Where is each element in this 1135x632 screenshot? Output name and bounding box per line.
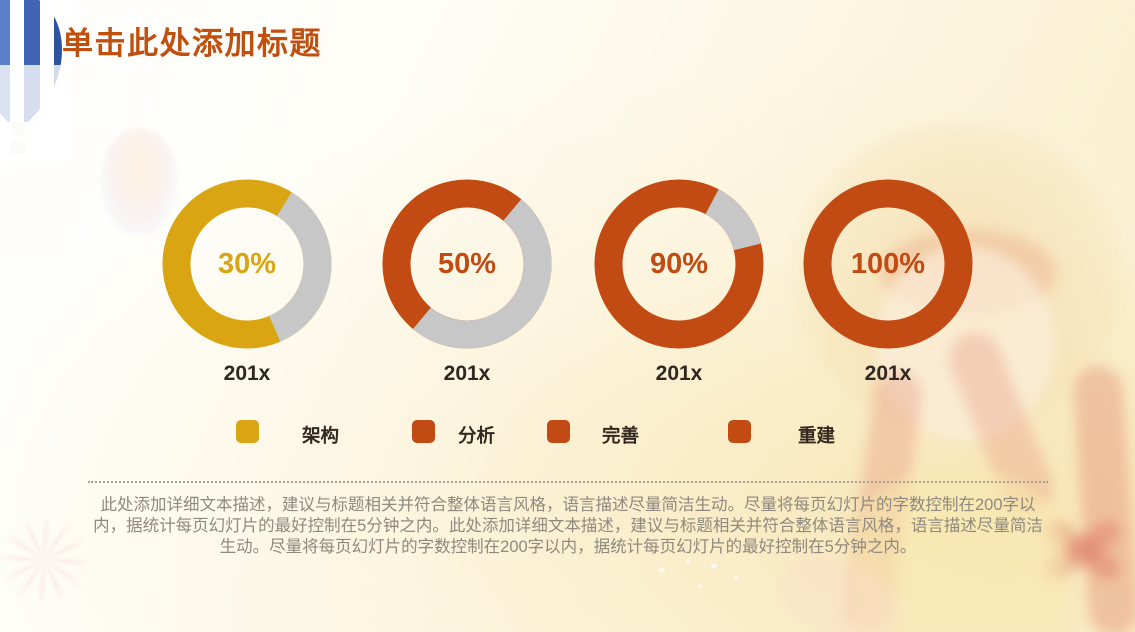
legend-label: 架构 — [302, 425, 340, 446]
donut-chart-90: 90% — [594, 179, 764, 349]
legend-swatch — [728, 420, 751, 443]
legend-label: 完善 — [602, 425, 640, 446]
donut-category-label: 201x — [864, 362, 912, 385]
donut-category-label: 201x — [655, 362, 703, 385]
flower-icon — [0, 512, 92, 608]
donut-category-label: 201x — [223, 362, 271, 385]
girl-braid-right — [1071, 364, 1135, 632]
donut-percent-label: 50% — [437, 247, 497, 280]
donut-chart-30: 30% — [162, 179, 332, 349]
faint-balloon-icon — [100, 128, 178, 236]
donut-chart-100: 100% — [803, 179, 973, 349]
legend-swatch — [236, 420, 259, 443]
body-text: 此处添加详细文本描述，建议与标题相关并符合整体语言风格，语言描述尽量简洁生动。尽… — [88, 481, 1048, 558]
hot-air-balloon-icon — [0, 0, 70, 165]
legend-swatch — [412, 420, 435, 443]
page-title: 单击此处添加标题 — [62, 26, 322, 61]
donut-percent-label: 30% — [217, 247, 277, 280]
sparkle-icon — [640, 552, 780, 622]
legend-label: 重建 — [798, 425, 836, 446]
donut-category-label: 201x — [443, 362, 491, 385]
legend-swatch — [547, 420, 570, 443]
donut-percent-label: 90% — [649, 247, 709, 280]
donut-percent-label: 100% — [850, 247, 926, 280]
legend-label: 分析 — [458, 425, 496, 446]
donut-chart-50: 50% — [382, 179, 552, 349]
